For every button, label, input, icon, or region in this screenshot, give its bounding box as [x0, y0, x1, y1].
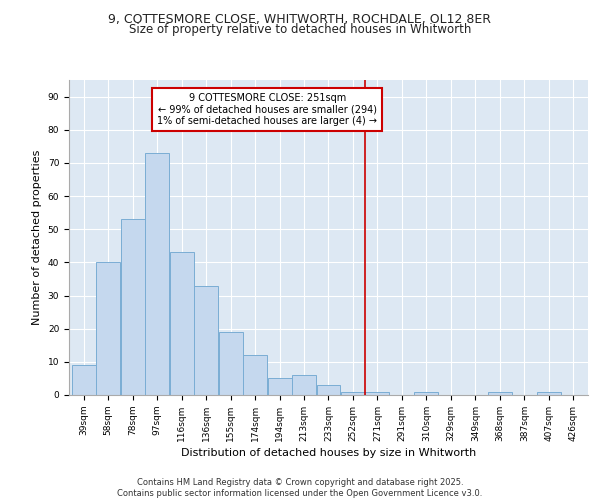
Bar	[365, 392, 389, 395]
Bar	[218, 332, 242, 395]
Bar	[292, 375, 316, 395]
Bar	[317, 385, 340, 395]
Bar	[537, 392, 561, 395]
Text: 9 COTTESMORE CLOSE: 251sqm
← 99% of detached houses are smaller (294)
1% of semi: 9 COTTESMORE CLOSE: 251sqm ← 99% of deta…	[157, 94, 377, 126]
Bar	[341, 392, 365, 395]
Bar	[415, 392, 439, 395]
Bar	[145, 153, 169, 395]
Y-axis label: Number of detached properties: Number of detached properties	[32, 150, 42, 325]
Bar	[71, 365, 95, 395]
Bar	[96, 262, 120, 395]
Text: 9, COTTESMORE CLOSE, WHITWORTH, ROCHDALE, OL12 8ER: 9, COTTESMORE CLOSE, WHITWORTH, ROCHDALE…	[109, 12, 491, 26]
Text: Contains HM Land Registry data © Crown copyright and database right 2025.
Contai: Contains HM Land Registry data © Crown c…	[118, 478, 482, 498]
Bar	[121, 220, 145, 395]
Bar	[194, 286, 218, 395]
Bar	[268, 378, 292, 395]
Bar	[488, 392, 512, 395]
Bar	[243, 355, 267, 395]
Text: Size of property relative to detached houses in Whitworth: Size of property relative to detached ho…	[129, 22, 471, 36]
Bar	[170, 252, 194, 395]
X-axis label: Distribution of detached houses by size in Whitworth: Distribution of detached houses by size …	[181, 448, 476, 458]
